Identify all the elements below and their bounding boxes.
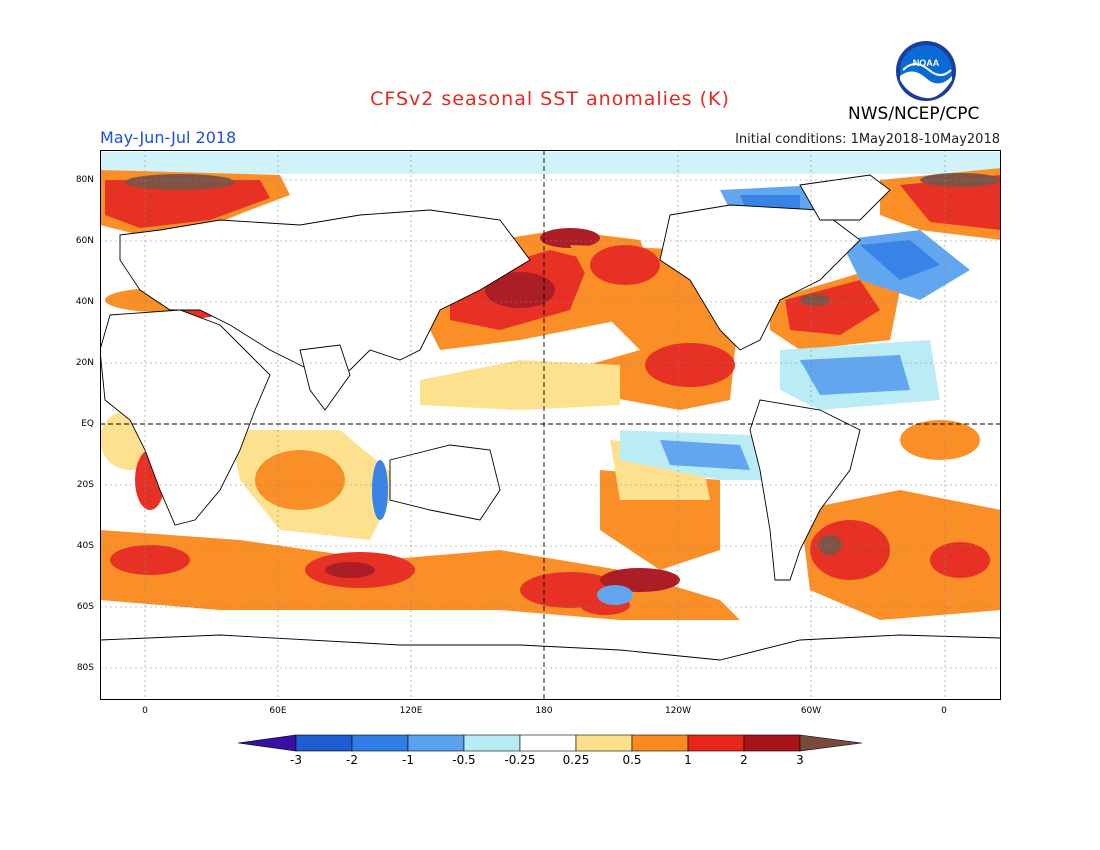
colorbar-segment-10 (799, 734, 862, 752)
agency-label: NWS/NCEP/CPC (848, 104, 980, 124)
sst-anomaly-map (100, 150, 1001, 700)
initial-conditions: Initial conditions: 1May2018-10May2018 (735, 132, 1000, 147)
colorbar-label-m025: -0.25 (504, 753, 536, 767)
lat-label-60n: 60N (75, 236, 94, 246)
logo-text: NOAA (913, 58, 940, 68)
lat-label-eq: EQ (81, 419, 94, 429)
colorbar-label-05: 0.5 (622, 753, 642, 767)
colorbar-segment-7 (631, 734, 689, 752)
colorbar-segment-0 (238, 734, 297, 752)
colorbar-segment-1 (295, 734, 353, 752)
lon-label-60e: 60E (269, 706, 287, 716)
colorbar-segment-8 (687, 734, 745, 752)
chart-title: CFSv2 seasonal SST anomalies (K) (370, 88, 730, 110)
colorbar-label-m1: -1 (402, 753, 414, 767)
colorbar-segment-5 (519, 734, 577, 752)
lat-label-60s: 60S (76, 602, 94, 612)
lon-label-120e: 120E (399, 706, 423, 716)
colorbar-segment-3 (407, 734, 465, 752)
equator-and-dateline (100, 150, 1001, 700)
colorbar-label-3: 3 (796, 753, 804, 767)
lat-label-40n: 40N (75, 297, 94, 307)
colorbar-label-m05: -0.5 (452, 753, 476, 767)
colorbar-segment-6 (575, 734, 633, 752)
lat-label-40s: 40S (76, 541, 94, 551)
lon-label-0: 0 (142, 706, 148, 716)
noaa-logo-icon: NOAA (896, 41, 956, 101)
lat-label-80s: 80S (76, 663, 94, 673)
graticule (100, 150, 1001, 700)
lon-label-60w: 60W (800, 706, 822, 716)
colorbar-segment-4 (463, 734, 521, 752)
colorbar (238, 734, 862, 752)
colorbar-segment-9 (743, 734, 801, 752)
lon-label-0-right: 0 (941, 706, 947, 716)
colorbar-label-m3: -3 (290, 753, 302, 767)
colorbar-label-m2: -2 (346, 753, 358, 767)
forecast-period: May-Jun-Jul 2018 (100, 128, 237, 147)
lat-label-20n: 20N (75, 358, 94, 368)
lat-label-80n: 80N (75, 175, 94, 185)
lat-label-20s: 20S (76, 480, 94, 490)
colorbar-segment-2 (351, 734, 409, 752)
lon-label-120w: 120W (664, 706, 692, 716)
colorbar-label-1: 1 (684, 753, 692, 767)
lon-label-180: 180 (535, 706, 553, 716)
colorbar-label-025: 0.25 (562, 753, 590, 767)
colorbar-label-2: 2 (740, 753, 748, 767)
